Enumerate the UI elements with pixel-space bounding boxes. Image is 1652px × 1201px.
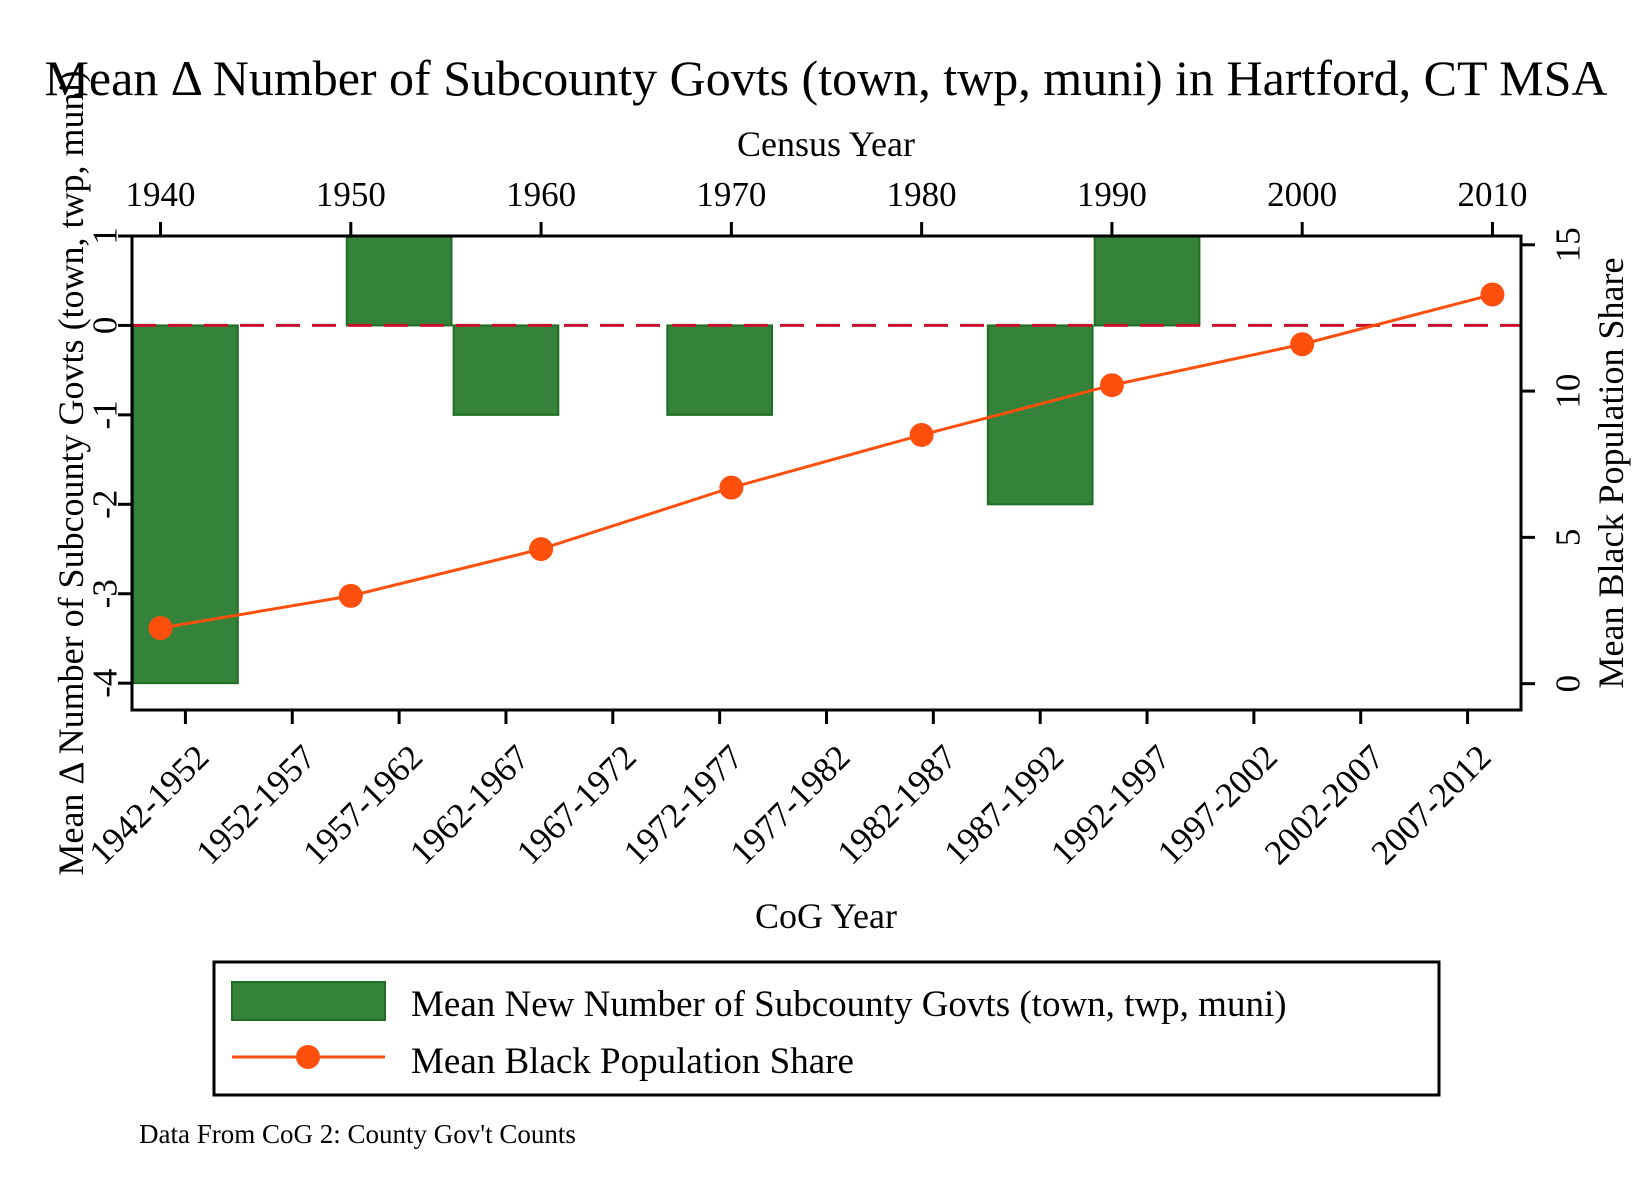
legend-line-marker — [296, 1045, 320, 1069]
legend: Mean New Number of Subcounty Govts (town… — [212, 960, 1441, 1097]
left-tick-label: -1 — [85, 400, 124, 429]
legend-bar-label: Mean New Number of Subcounty Govts (town… — [411, 984, 1287, 1025]
bottom-axis-title: CoG Year — [755, 896, 897, 936]
bar-1957-1962 — [345, 235, 453, 327]
bar-series — [132, 235, 1201, 685]
right-tick-label: 10 — [1548, 374, 1587, 409]
black-share-point-1980 — [909, 422, 934, 447]
black-share-point-1940 — [148, 616, 173, 641]
legend-line-label: Mean Black Population Share — [411, 1041, 854, 1082]
left-axis: -4 -3 -2 -1 0 1 — [85, 227, 132, 698]
bar-1972-1977 — [666, 324, 774, 416]
top-tick-label: 1940 — [126, 175, 196, 214]
top-tick-label: 1980 — [887, 175, 957, 214]
top-tick-label: 1970 — [696, 175, 766, 214]
plot-area — [130, 234, 1523, 712]
black-share-point-1960 — [529, 537, 554, 562]
top-tick-label: 2010 — [1457, 175, 1527, 214]
black-share-point-1990 — [1099, 373, 1124, 398]
bar-1992-1997 — [1093, 235, 1201, 327]
black-share-point-2000 — [1290, 332, 1315, 357]
legend-frame — [212, 960, 1441, 1097]
right-tick-label: 0 — [1548, 675, 1587, 693]
right-axis: 0 5 10 15 — [1521, 227, 1587, 692]
top-tick-label: 1950 — [316, 175, 386, 214]
right-axis-title: Mean Black Population Share — [1591, 258, 1631, 689]
black-share-point-2010 — [1480, 282, 1505, 307]
left-tick-label: -4 — [85, 669, 124, 698]
top-tick-label: 1960 — [506, 175, 576, 214]
right-tick-label: 15 — [1548, 227, 1587, 262]
legend-bar-swatch — [231, 981, 386, 1021]
black-share-point-1950 — [338, 583, 363, 608]
source-note: Data From CoG 2: County Gov't Counts — [139, 1119, 576, 1149]
chart-title: Mean Δ Number of Subcounty Govts (town, … — [44, 50, 1607, 106]
left-tick-label: -2 — [85, 490, 124, 519]
left-tick-label: 0 — [85, 317, 124, 335]
black-share-line — [160, 293, 1493, 630]
top-tick-label: 1990 — [1077, 175, 1147, 214]
bar-1962-1967 — [452, 324, 560, 416]
top-axis-title: Census Year — [737, 124, 915, 164]
right-tick-label: 5 — [1548, 529, 1587, 547]
black-share-point-1970 — [719, 475, 744, 500]
left-tick-label: 1 — [85, 227, 124, 245]
top-axis: 1940 1950 1960 1970 1980 1990 2000 2010 — [126, 175, 1527, 236]
bar-1987-1992 — [986, 324, 1094, 506]
left-axis-title: Mean Δ Number of Subcounty Govts (town, … — [51, 70, 91, 875]
left-tick-label: -3 — [85, 579, 124, 608]
bottom-axis: 1942-19521952-19571957-19621962-19671967… — [82, 710, 1499, 872]
line-series — [148, 282, 1505, 641]
plot-frame — [130, 234, 1523, 712]
top-tick-label: 2000 — [1267, 175, 1337, 214]
